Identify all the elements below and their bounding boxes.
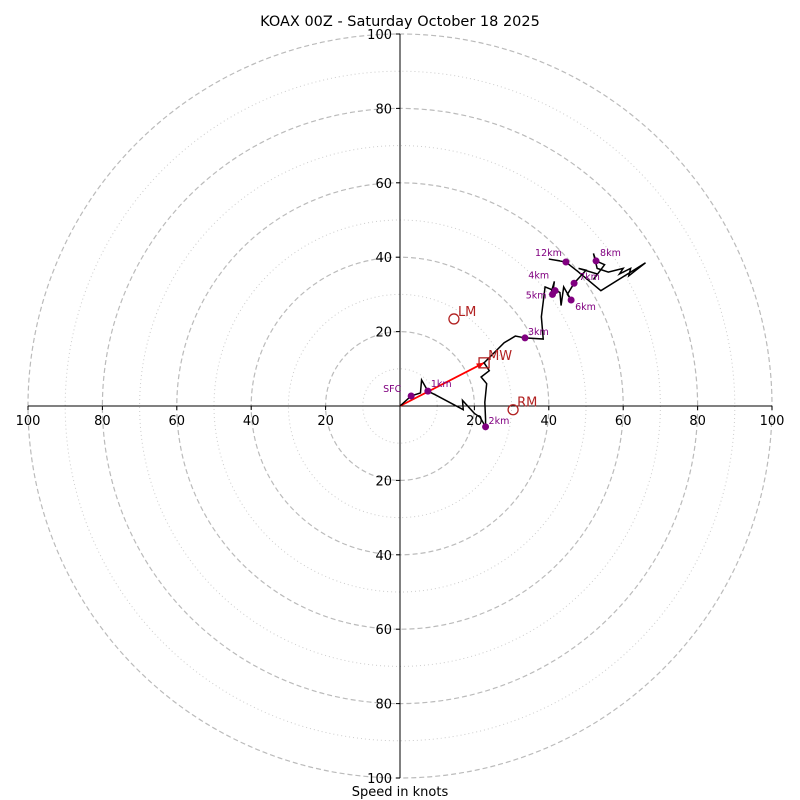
mw-marker — [478, 357, 490, 369]
x-tick-label: 40 — [541, 414, 558, 429]
y-tick-label: 40 — [375, 251, 392, 266]
height-label-2km: 2km — [489, 416, 510, 427]
x-tick-label: 60 — [615, 414, 632, 429]
y-tick-label: 80 — [375, 102, 392, 117]
x-tick-label: 20 — [466, 414, 483, 429]
mw-label: MW — [488, 349, 512, 364]
lm-label: LM — [458, 305, 476, 320]
x-tick-label: 80 — [94, 414, 111, 429]
height-marker-7km — [570, 279, 578, 287]
x-tick-label: 60 — [169, 414, 186, 429]
y-tick-label: 100 — [367, 772, 392, 787]
x-axis-label: Speed in knots — [352, 785, 449, 800]
height-marker-6km — [567, 296, 575, 304]
height-marker-5km — [549, 290, 557, 298]
height-marker-1km — [424, 387, 432, 395]
height-label-12km: 12km — [535, 248, 562, 259]
height-label-8km: 8km — [600, 248, 621, 259]
mean-wind-vector-layer — [399, 362, 485, 407]
rm-label: RM — [517, 396, 537, 411]
height-marker-3km — [521, 334, 529, 342]
y-tick-label: 100 — [367, 28, 392, 43]
chart-title: KOAX 00Z - Saturday October 18 2025 — [260, 14, 540, 30]
height-marker-2km — [482, 423, 490, 431]
storm-motions: MW LM RM — [448, 305, 537, 416]
rm-marker — [507, 404, 519, 416]
height-label-7km: 7km — [579, 272, 600, 283]
height-marker-12km — [562, 258, 570, 266]
x-tick-label: 20 — [317, 414, 334, 429]
x-tick-label: 100 — [760, 414, 785, 429]
y-tick-label: 40 — [375, 549, 392, 564]
x-tick-label: 80 — [689, 414, 706, 429]
height-label-1km: 1km — [431, 379, 452, 390]
height-marker-sfc — [407, 392, 415, 400]
y-tick-label: 60 — [375, 177, 392, 192]
lm-marker — [448, 313, 460, 325]
y-tick-label: 20 — [375, 474, 392, 489]
y-tick-label: 80 — [375, 698, 392, 713]
height-label-5km: 5km — [526, 290, 547, 301]
y-tick-label: 20 — [375, 326, 392, 341]
height-label-6km: 6km — [575, 302, 596, 313]
y-tick-label: 60 — [375, 623, 392, 638]
height-label-4km: 4km — [528, 271, 549, 282]
x-tick-label: 40 — [243, 414, 260, 429]
height-label-3km: 3km — [528, 327, 549, 338]
mean-wind-vector — [399, 362, 485, 407]
height-marker-8km — [592, 257, 600, 265]
tick-labels: 100 80 60 40 20 20 40 60 80 100 100 80 60 40 20 20 40 60 8… — [16, 28, 785, 787]
height-markers: SFC 1km 2km 3km 4km 5km 6km 7km 8km 12km — [383, 248, 621, 431]
height-label-sfc: SFC — [383, 384, 401, 395]
mean-wind-arrowhead — [476, 362, 485, 369]
x-tick-label: 100 — [16, 414, 41, 429]
